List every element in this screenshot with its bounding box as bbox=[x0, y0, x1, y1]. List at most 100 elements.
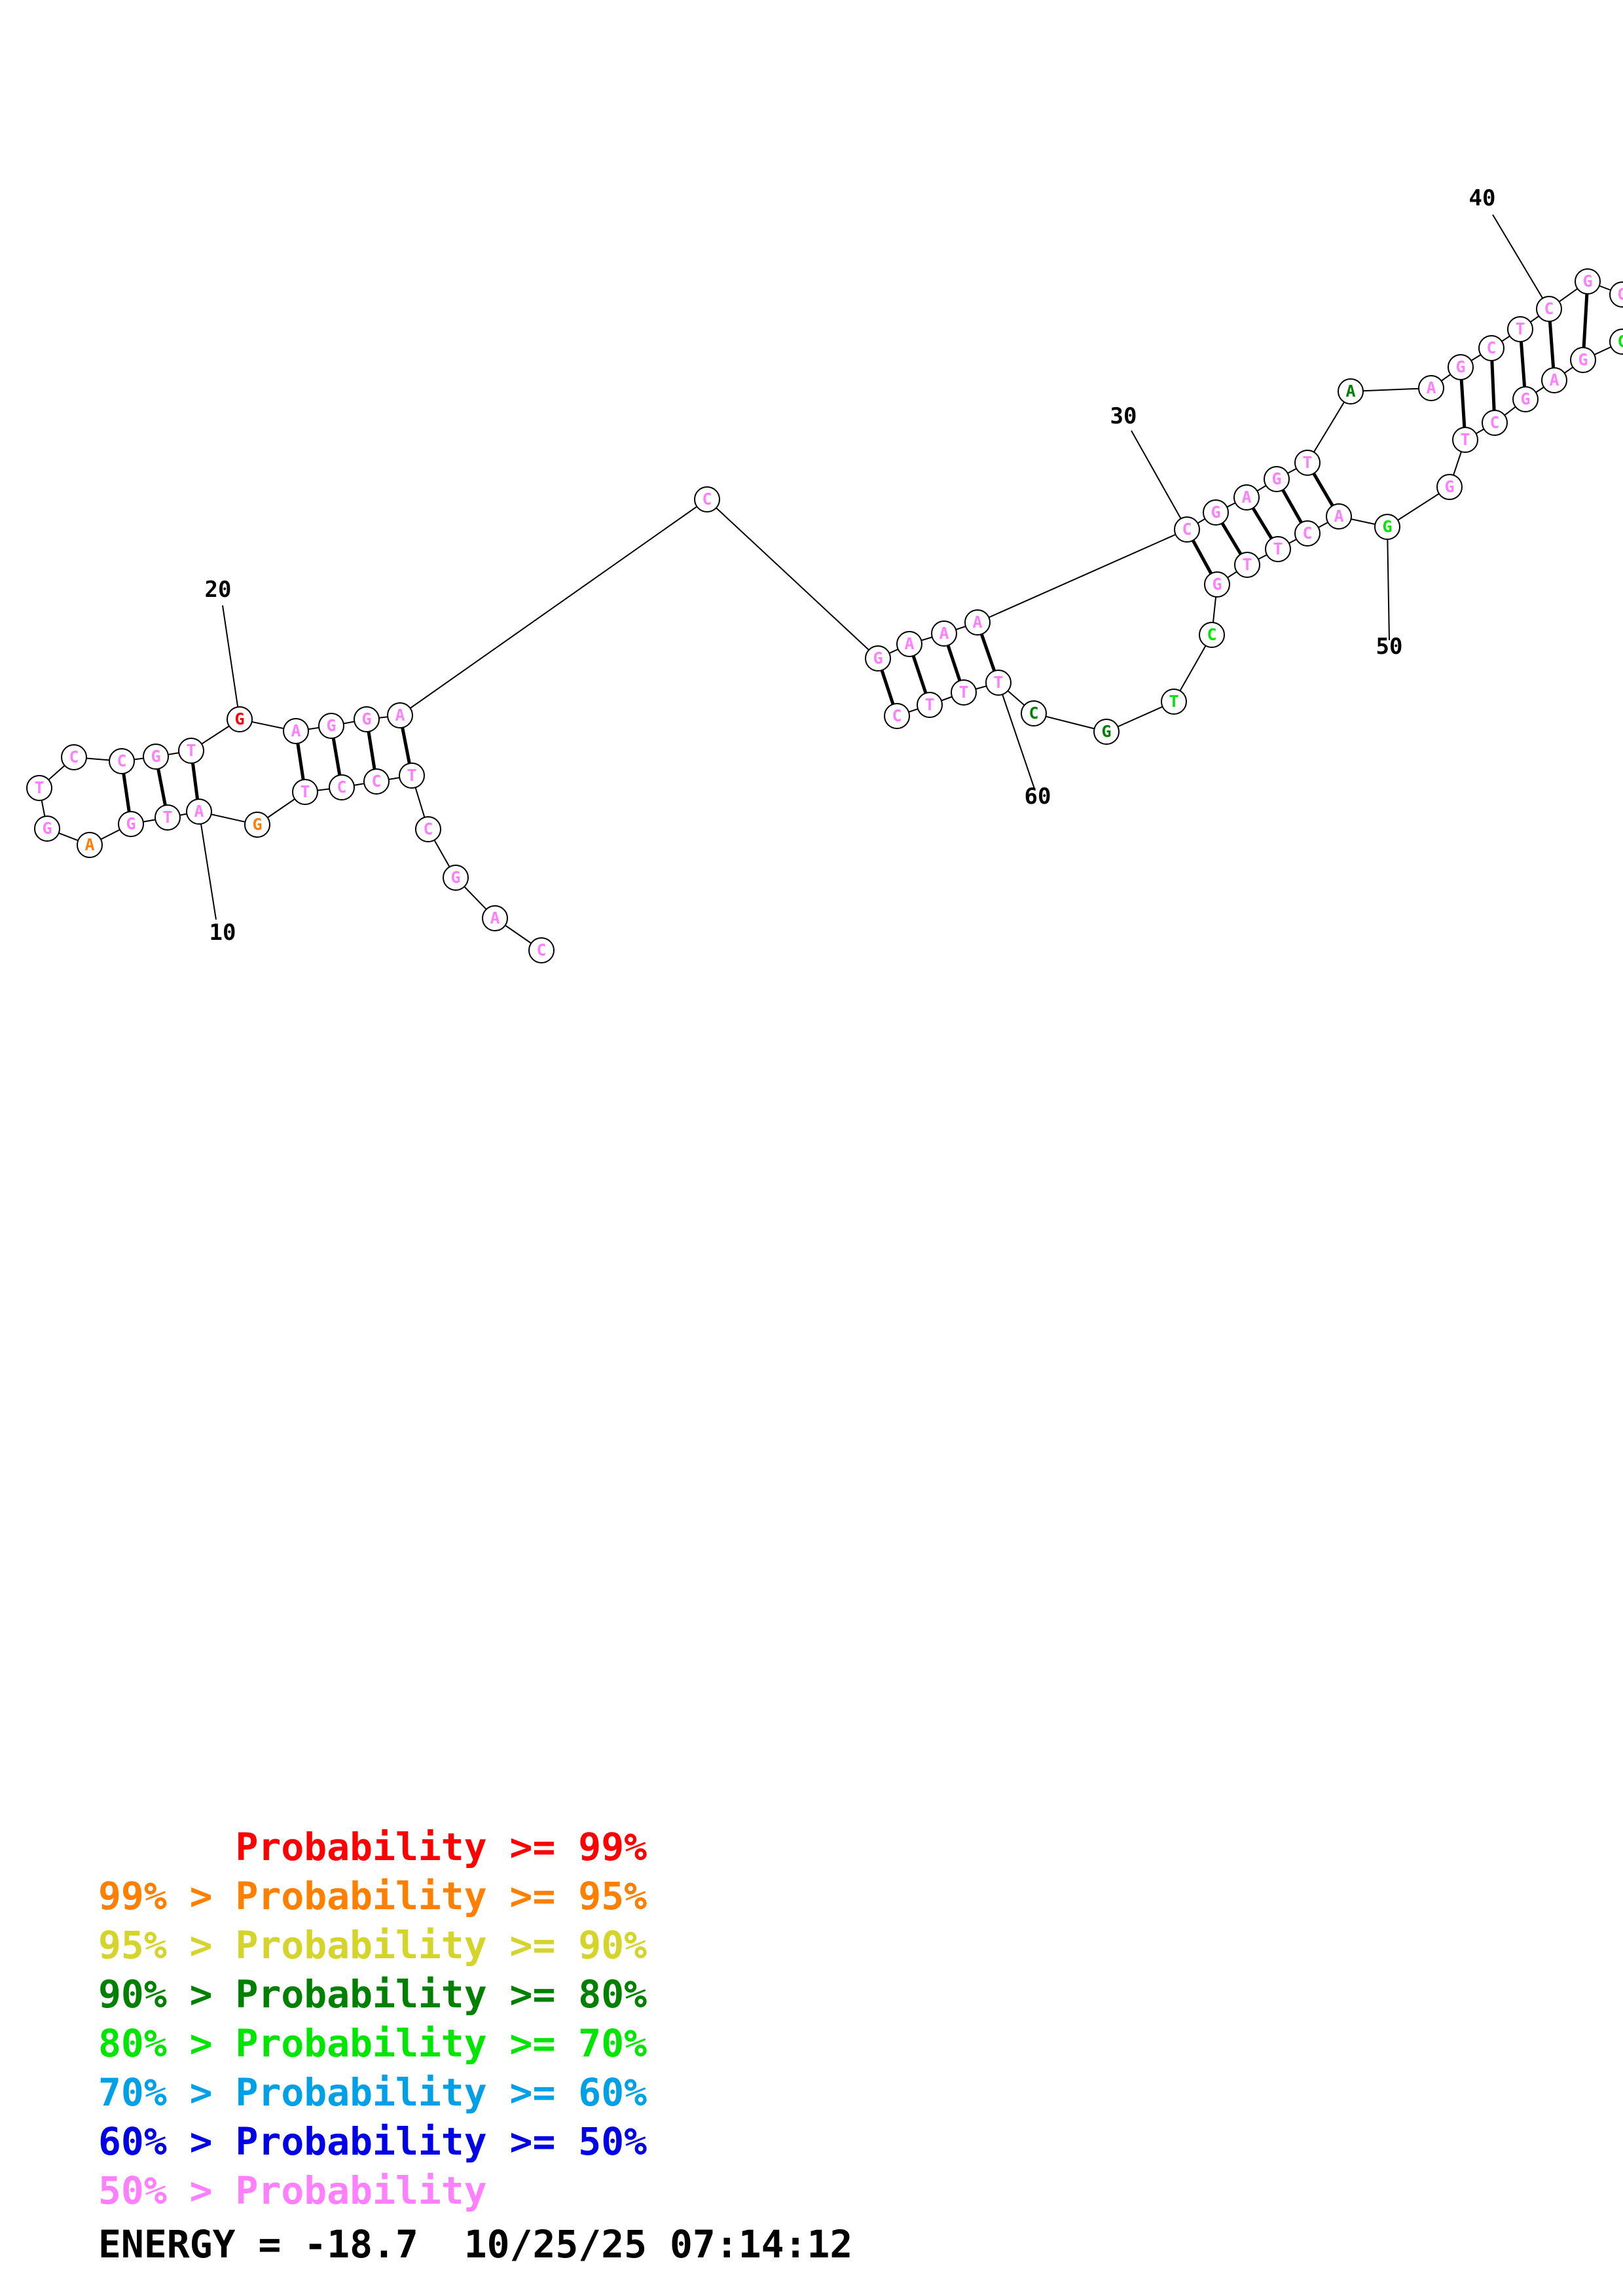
legend-row: 80% > Probability >= 70% bbox=[98, 2019, 647, 2068]
legend-label: Probability >= 80% bbox=[235, 1972, 647, 2017]
nucleotide: T bbox=[917, 692, 943, 718]
nucleotide-circle bbox=[399, 762, 425, 789]
nucleotide: C bbox=[1478, 335, 1504, 361]
nucleotide-letter: C bbox=[1544, 299, 1554, 318]
nucleotide-letter: C bbox=[1489, 413, 1499, 432]
legend-label: Probability >= 70% bbox=[235, 2021, 647, 2066]
nucleotide-letter: A bbox=[1345, 382, 1355, 401]
position-label: 40 bbox=[1469, 185, 1496, 211]
nucleotide: G bbox=[1204, 571, 1230, 598]
nucleotide-letter: G bbox=[1382, 517, 1392, 536]
nucleotide-letter: T bbox=[407, 766, 416, 785]
nucleotide-letter: A bbox=[490, 908, 500, 927]
nucleotide-letter: A bbox=[291, 721, 301, 740]
nucleotide: C bbox=[1021, 700, 1047, 726]
nucleotide-letter: C bbox=[423, 819, 433, 838]
position-tick-line bbox=[1131, 430, 1188, 530]
nucleotide-circle bbox=[1482, 410, 1508, 436]
nucleotide-letter: A bbox=[1426, 378, 1436, 397]
nucleotide: T bbox=[399, 762, 425, 789]
nucleotide: C bbox=[1609, 329, 1623, 355]
nucleotide-circle bbox=[1234, 552, 1260, 578]
nucleotide-letter: A bbox=[84, 835, 94, 854]
nucleotide-letter: G bbox=[1578, 350, 1588, 369]
position-tick-line bbox=[222, 605, 240, 720]
nucleotide: A bbox=[387, 702, 413, 728]
nucleotide: T bbox=[292, 779, 318, 805]
legend-row: 70% > Probability >= 60% bbox=[98, 2068, 647, 2117]
nucleotide-letter: A bbox=[1241, 488, 1251, 507]
position-label: 50 bbox=[1376, 634, 1403, 660]
nucleotide: G bbox=[1203, 499, 1229, 526]
nucleotide: C bbox=[1482, 410, 1508, 436]
nucleotide: G bbox=[354, 706, 380, 732]
nucleotide-letter: T bbox=[924, 695, 934, 714]
nucleotide-circle bbox=[155, 804, 181, 831]
nucleotide-letter: T bbox=[1302, 453, 1312, 472]
base-pair-lines bbox=[120, 281, 1590, 825]
nucleotide-circle bbox=[931, 620, 957, 647]
nucleotide: T bbox=[26, 775, 52, 801]
position-label: 10 bbox=[210, 920, 236, 946]
nucleotide-letter: G bbox=[151, 747, 160, 766]
nucleotide-circle bbox=[1326, 503, 1352, 529]
position-tick-line bbox=[198, 811, 217, 920]
nucleotide: G bbox=[1436, 474, 1463, 500]
nucleotide-letter: A bbox=[194, 802, 204, 821]
nucleotide: C bbox=[415, 816, 441, 842]
nucleotide-circle bbox=[415, 816, 441, 842]
nucleotide: G bbox=[1512, 386, 1539, 412]
nucleotide-circle bbox=[1265, 536, 1291, 562]
nucleotide-letter: G bbox=[126, 814, 136, 833]
nucleotide-letter: G bbox=[1455, 357, 1465, 376]
nucleotide: C bbox=[1174, 516, 1200, 543]
legend-label: Probability bbox=[235, 2168, 487, 2213]
nucleotide-letter: C bbox=[1486, 338, 1496, 357]
nucleotide-letter: G bbox=[42, 819, 52, 838]
nucleotide-circle bbox=[1199, 622, 1225, 648]
nucleotide: A bbox=[482, 905, 508, 931]
legend-prefix: 80% > bbox=[98, 2021, 236, 2066]
nucleotide-letter: G bbox=[361, 709, 371, 728]
nucleotide-letter: G bbox=[252, 815, 262, 834]
nucleotide: G bbox=[143, 744, 169, 770]
nucleotide-circle bbox=[363, 768, 390, 795]
legend-prefix bbox=[98, 1825, 236, 1869]
nucleotide-circle bbox=[1452, 427, 1478, 453]
nucleotide-circle bbox=[1021, 700, 1047, 726]
nucleotide-letter: T bbox=[162, 808, 172, 827]
nucleotide-circle bbox=[1294, 520, 1321, 547]
nucleotide-letter: G bbox=[326, 716, 336, 735]
nucleotide-letter: G bbox=[450, 868, 460, 887]
nucleotide-circle bbox=[77, 832, 103, 858]
nucleotide: G bbox=[318, 713, 344, 739]
nucleotide-letter: A bbox=[1334, 507, 1343, 526]
nucleotide: A bbox=[77, 832, 103, 858]
nucleotide: T bbox=[1234, 552, 1260, 578]
nucleotide-circle bbox=[1448, 354, 1474, 380]
nucleotide-circle bbox=[1536, 296, 1562, 322]
legend-row: 95% > Probability >= 90% bbox=[98, 1921, 647, 1970]
legend-prefix: 90% > bbox=[98, 1972, 236, 2017]
nucleotide-circle bbox=[482, 905, 508, 931]
nucleotide-letter: G bbox=[1617, 285, 1623, 304]
nucleotide: C bbox=[884, 703, 910, 729]
nucleotide: G bbox=[1609, 281, 1623, 308]
nucleotide: G bbox=[865, 645, 891, 672]
nucleotide-letter: C bbox=[337, 778, 346, 797]
nucleotide-letter: G bbox=[1101, 722, 1111, 741]
nucleotide-circle bbox=[896, 631, 922, 657]
legend-label: Probability >= 95% bbox=[235, 1874, 647, 1918]
nucleotide-letter: A bbox=[939, 624, 949, 643]
nucleotide-circle bbox=[227, 706, 253, 732]
legend-row: 60% > Probability >= 50% bbox=[98, 2117, 647, 2166]
nucleotide-letter: T bbox=[1273, 539, 1283, 558]
nucleotide-letter: A bbox=[904, 634, 914, 653]
nucleotide: T bbox=[155, 804, 181, 831]
nucleotide-letter: C bbox=[117, 751, 126, 770]
nucleotide: T bbox=[1161, 689, 1187, 715]
nucleotide: A bbox=[1541, 367, 1567, 393]
nucleotide-circle bbox=[443, 865, 469, 891]
nucleotide-letter: T bbox=[1460, 430, 1470, 449]
legend-row: 99% > Probability >= 95% bbox=[98, 1872, 647, 1921]
